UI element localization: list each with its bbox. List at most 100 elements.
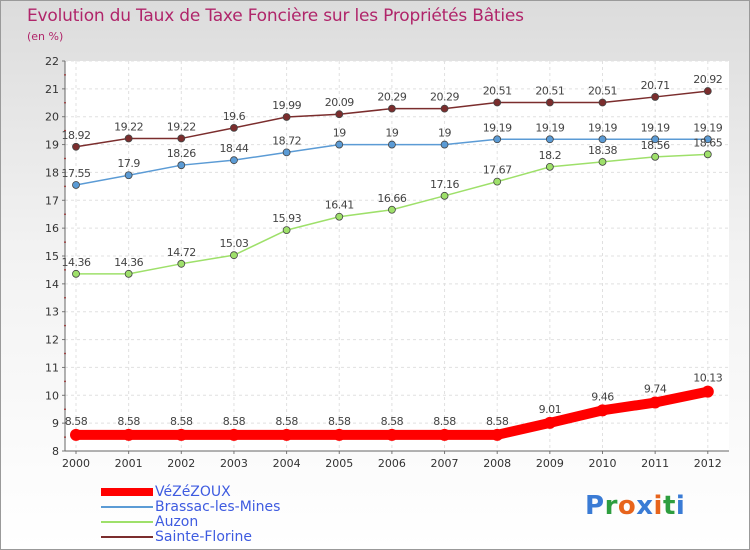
data-label-vezezoux: 8.58 xyxy=(381,415,404,428)
data-point-vezezoux xyxy=(333,428,346,441)
x-tick-label: 2009 xyxy=(536,457,564,470)
data-label-brassac-les-mines: 18.26 xyxy=(167,147,196,160)
data-point-brassac-les-mines xyxy=(493,135,502,144)
data-label-sainte-florine: 20.51 xyxy=(588,85,617,98)
data-label-auzon: 17.67 xyxy=(483,164,512,177)
y-tick-label: 11 xyxy=(45,361,59,374)
data-label-sainte-florine: 20.09 xyxy=(325,96,354,109)
y-tick-label: 13 xyxy=(45,306,59,319)
data-point-sainte-florine xyxy=(335,110,344,119)
data-label-auzon: 18.56 xyxy=(641,139,670,152)
x-tick-label: 2001 xyxy=(115,457,143,470)
y-tick-label: 12 xyxy=(45,334,59,347)
data-point-vezezoux xyxy=(70,428,82,441)
logo-letter: t xyxy=(662,491,676,521)
data-label-auzon: 14.36 xyxy=(114,256,143,269)
data-point-sainte-florine xyxy=(387,104,396,113)
data-label-auzon: 14.36 xyxy=(62,256,91,269)
data-point-sainte-florine xyxy=(545,98,554,107)
data-point-brassac-les-mines xyxy=(387,140,396,149)
data-label-vezezoux: 8.58 xyxy=(65,415,88,428)
data-point-brassac-les-mines xyxy=(335,140,344,149)
data-label-brassac-les-mines: 19.19 xyxy=(535,121,564,134)
data-label-auzon: 14.72 xyxy=(167,246,196,259)
legend-label: VéZéZOUX xyxy=(155,484,231,500)
data-label-auzon: 18.65 xyxy=(693,136,722,149)
data-point-brassac-les-mines xyxy=(124,171,133,180)
legend-label: Brassac-les-Mines xyxy=(155,499,281,515)
data-label-vezezoux: 8.58 xyxy=(223,415,246,428)
data-label-vezezoux: 10.13 xyxy=(693,372,722,385)
data-point-auzon xyxy=(440,191,449,200)
data-point-auzon xyxy=(598,157,607,166)
data-label-sainte-florine: 20.29 xyxy=(430,91,459,104)
data-label-auzon: 16.66 xyxy=(377,192,406,205)
proxiti-logo: Proxiti xyxy=(585,491,685,521)
data-point-sainte-florine xyxy=(703,87,712,95)
data-label-auzon: 18.2 xyxy=(539,149,562,162)
data-point-brassac-les-mines xyxy=(651,135,660,144)
legend-label: Sainte-Florine xyxy=(155,529,253,545)
data-label-sainte-florine: 20.29 xyxy=(377,91,406,104)
data-point-vezezoux xyxy=(491,428,504,441)
x-tick-label: 2002 xyxy=(167,457,195,470)
data-label-brassac-les-mines: 19.19 xyxy=(588,121,617,134)
data-point-vezezoux xyxy=(438,428,451,441)
x-tick-label: 2005 xyxy=(325,457,353,470)
data-point-brassac-les-mines xyxy=(440,140,449,149)
data-point-brassac-les-mines xyxy=(282,148,291,157)
x-tick-label: 2011 xyxy=(641,457,669,470)
data-label-sainte-florine: 18.92 xyxy=(62,129,91,142)
data-label-brassac-les-mines: 18.72 xyxy=(272,134,301,147)
data-label-vezezoux: 8.58 xyxy=(328,415,351,428)
data-label-auzon: 16.41 xyxy=(325,199,354,212)
data-point-auzon xyxy=(282,226,291,234)
data-label-sainte-florine: 20.51 xyxy=(483,85,512,98)
data-point-vezezoux xyxy=(543,416,556,429)
data-point-sainte-florine xyxy=(177,134,186,143)
data-label-vezezoux: 8.58 xyxy=(117,415,140,428)
data-label-brassac-les-mines: 19 xyxy=(438,127,451,140)
legend-swatch xyxy=(101,536,153,538)
data-point-vezezoux xyxy=(649,396,662,409)
data-label-brassac-les-mines: 19.19 xyxy=(483,121,512,134)
x-tick-label: 2004 xyxy=(273,457,301,470)
data-point-sainte-florine xyxy=(230,123,238,132)
y-tick-label: 17 xyxy=(45,194,59,207)
legend-swatch xyxy=(101,506,153,508)
data-label-brassac-les-mines: 18.44 xyxy=(219,142,248,155)
data-point-vezezoux xyxy=(596,404,609,417)
data-point-brassac-les-mines xyxy=(230,156,238,165)
y-tick-label: 20 xyxy=(45,111,59,124)
data-label-vezezoux: 9.46 xyxy=(591,390,614,403)
data-label-auzon: 15.03 xyxy=(219,237,248,250)
data-label-brassac-les-mines: 17.9 xyxy=(117,157,140,170)
data-label-vezezoux: 8.58 xyxy=(433,415,456,428)
y-tick-label: 14 xyxy=(45,278,59,291)
y-tick-label: 19 xyxy=(45,139,59,152)
data-label-vezezoux: 9.01 xyxy=(539,403,562,416)
y-tick-label: 15 xyxy=(45,250,59,263)
data-point-sainte-florine xyxy=(493,98,502,107)
y-tick-label: 8 xyxy=(52,445,59,458)
data-point-vezezoux xyxy=(701,385,714,398)
data-label-sainte-florine: 19.22 xyxy=(114,120,143,133)
data-point-brassac-les-mines xyxy=(598,135,607,144)
data-label-sainte-florine: 19.6 xyxy=(223,110,246,123)
logo-letter: i xyxy=(653,491,663,521)
data-label-brassac-les-mines: 19.19 xyxy=(693,121,722,134)
data-point-auzon xyxy=(124,269,133,278)
data-label-auzon: 17.16 xyxy=(430,178,459,191)
data-point-sainte-florine xyxy=(282,113,291,121)
data-point-auzon xyxy=(545,162,554,171)
data-point-brassac-les-mines xyxy=(177,161,186,170)
data-point-sainte-florine xyxy=(598,98,607,107)
data-point-sainte-florine xyxy=(651,93,660,101)
data-point-sainte-florine xyxy=(72,142,80,151)
logo-letter: o xyxy=(617,491,637,521)
logo-letter: r xyxy=(604,491,618,521)
logo-letter: i xyxy=(675,491,686,521)
data-point-auzon xyxy=(493,177,502,186)
data-point-auzon xyxy=(335,212,344,221)
